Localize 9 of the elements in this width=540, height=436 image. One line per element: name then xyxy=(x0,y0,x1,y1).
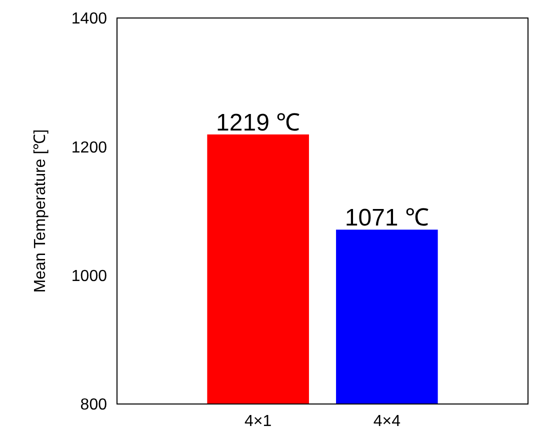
y-tick-label: 800 xyxy=(80,396,108,414)
y-tick-label: 1200 xyxy=(71,139,108,156)
x-tick-label: 4×1 xyxy=(244,413,272,430)
y-axis-title: Mean Temperature [℃] xyxy=(32,129,49,293)
y-tick-label: 1000 xyxy=(71,268,108,285)
x-tick-label: 4×4 xyxy=(373,413,401,430)
data-label: 1071 ℃ xyxy=(344,204,429,232)
y-tick-label: 1400 xyxy=(71,10,108,28)
data-label: 1219 ℃ xyxy=(216,109,300,136)
